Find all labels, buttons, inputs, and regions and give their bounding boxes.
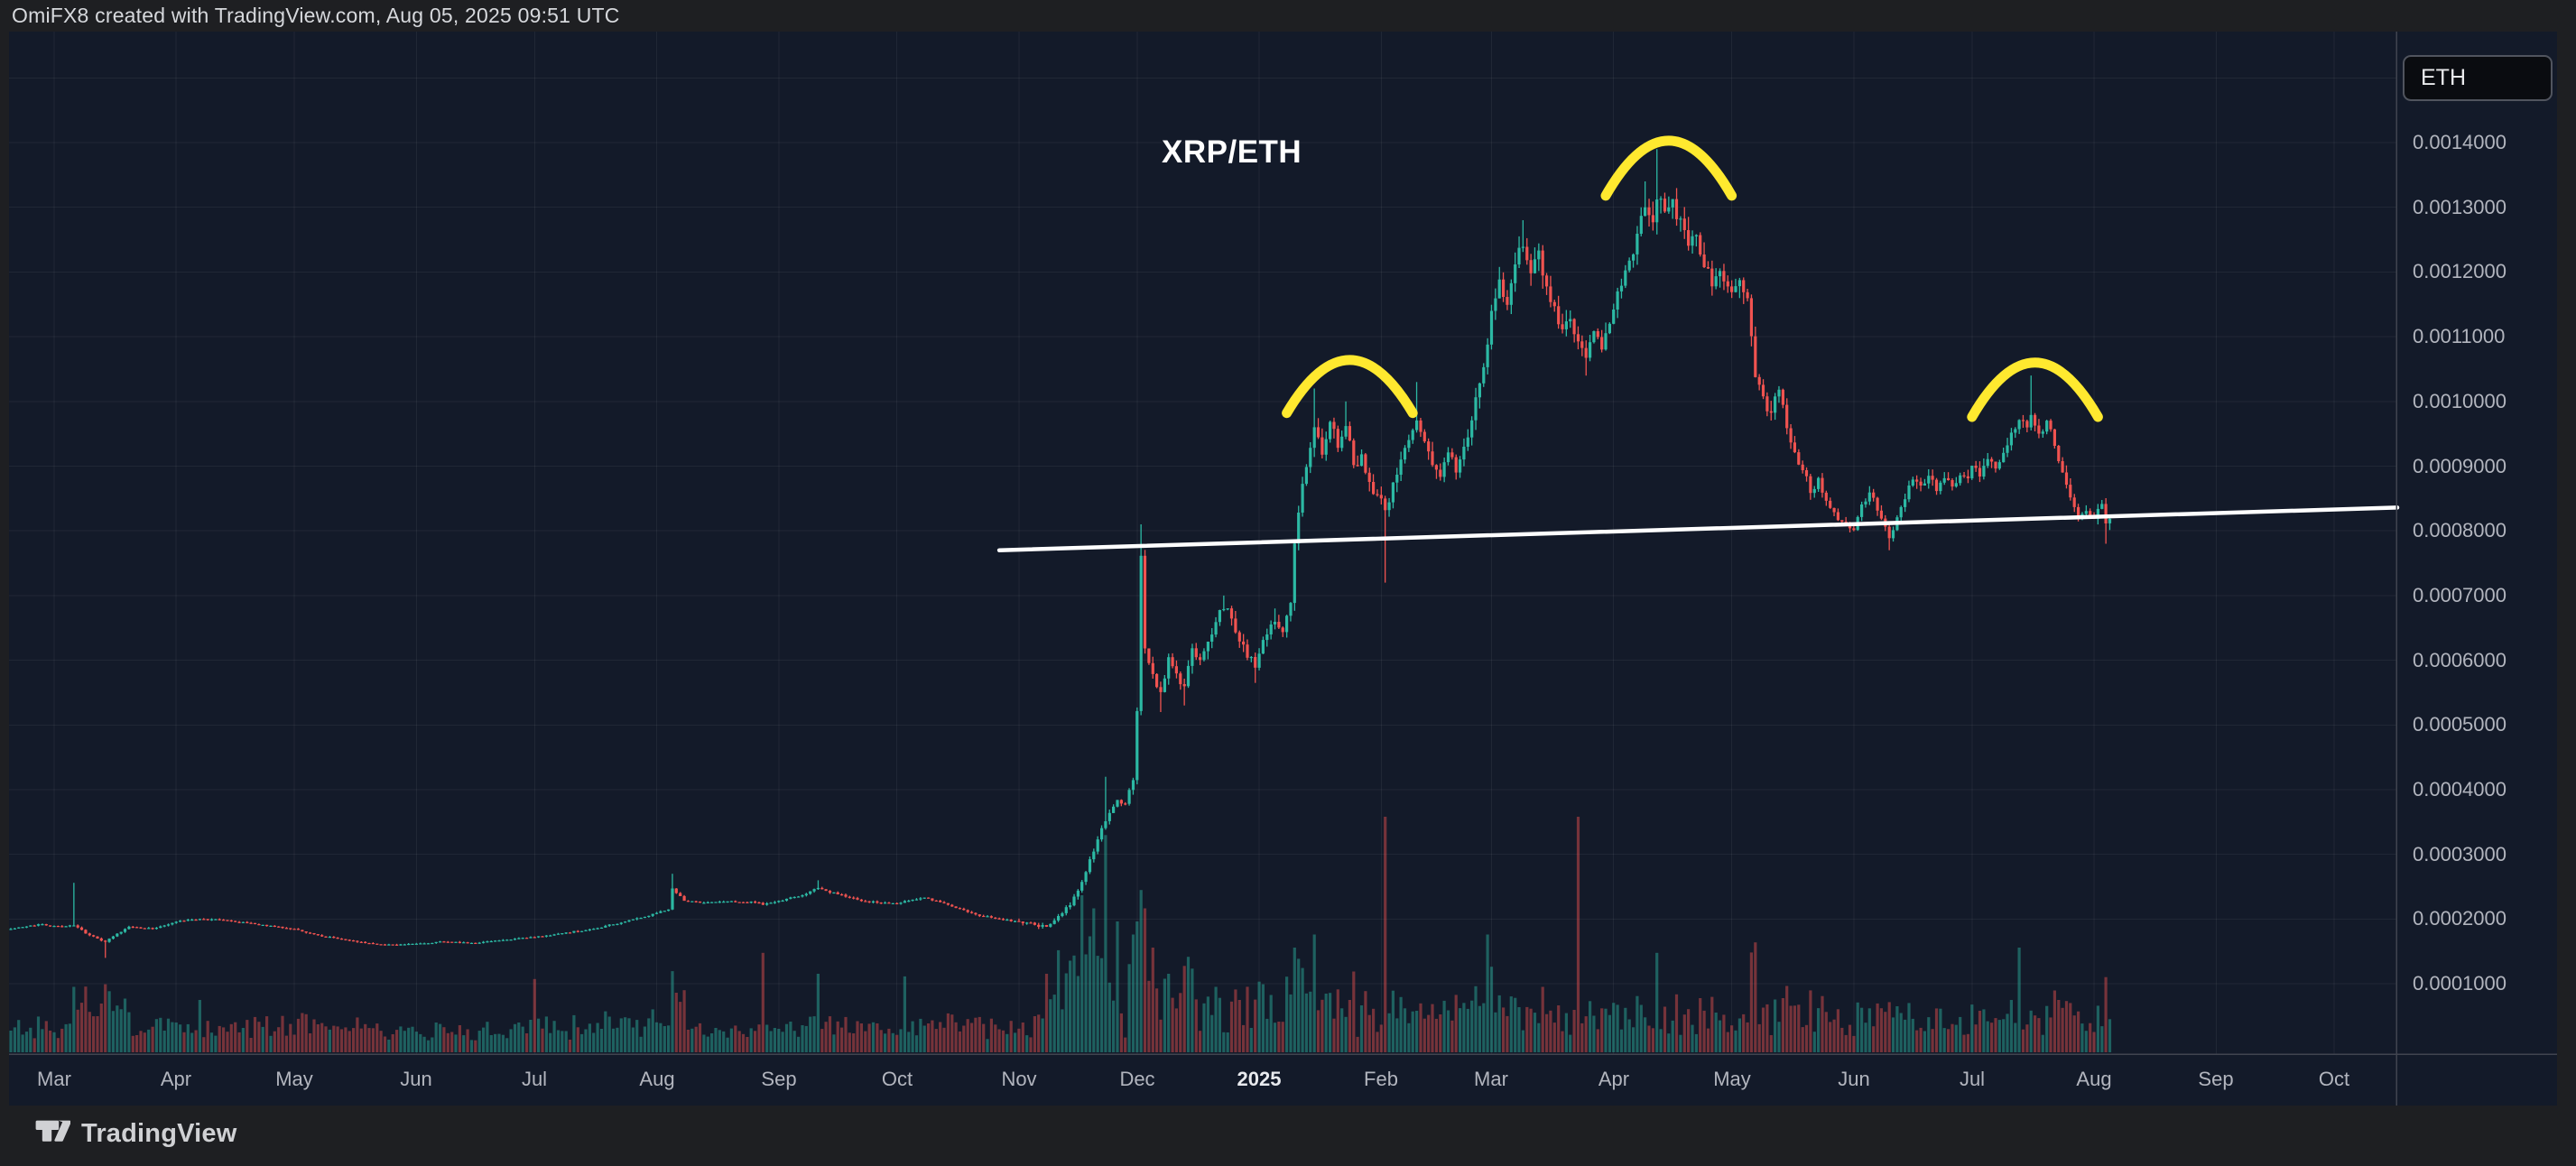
- tradingview-logo-text: TradingView: [81, 1118, 237, 1148]
- arc-annotation-top-1[interactable]: [1282, 355, 1418, 419]
- symbol-badge[interactable]: ETH: [2403, 55, 2553, 101]
- pane-borders: [9, 32, 2557, 1106]
- attribution-bar: OmiFX8 created with TradingView.com, Aug…: [0, 0, 2576, 32]
- grid: [9, 32, 2396, 1054]
- footer-bar: TradingView: [0, 1106, 2576, 1166]
- arc-annotation-top-3[interactable]: [1967, 357, 2103, 422]
- volume-pane: [9, 817, 2112, 1052]
- tradingview-logo[interactable]: TradingView: [34, 1117, 237, 1150]
- trendline[interactable]: [996, 505, 2400, 552]
- symbol-badge-label: ETH: [2421, 65, 2466, 90]
- chart-surface[interactable]: [9, 32, 2557, 1106]
- pair-title: XRP/ETH: [1162, 134, 1302, 170]
- candlestick-series: [9, 149, 2112, 958]
- attribution-text: OmiFX8 created with TradingView.com, Aug…: [12, 4, 620, 27]
- arc-annotation-top-2[interactable]: [1600, 135, 1737, 201]
- tradingview-logo-icon: [35, 1120, 70, 1142]
